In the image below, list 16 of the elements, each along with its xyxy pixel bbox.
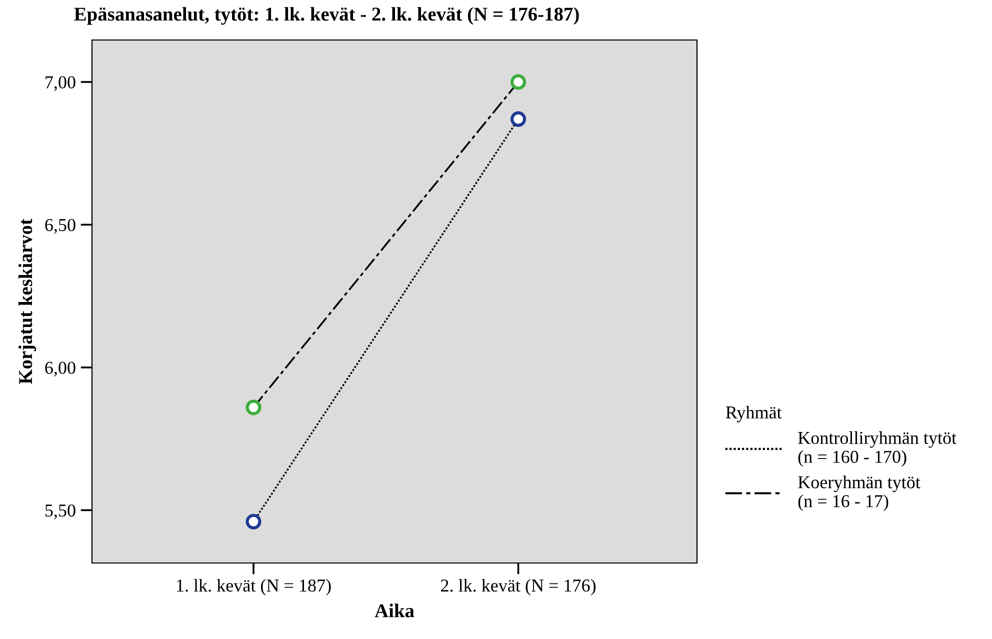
y-tick-label: 5,50 bbox=[45, 504, 76, 520]
x-tick-label: 2. lk. kevät (N = 176) bbox=[441, 578, 596, 596]
point bbox=[246, 400, 262, 416]
y-axis-title: Korjatut keskiarvot bbox=[18, 218, 36, 384]
point bbox=[246, 514, 262, 530]
legend-title: Ryhmät bbox=[726, 406, 782, 422]
y-tick-label: 7,00 bbox=[46, 76, 76, 92]
legend-label: Kontrolliryhmän tytöt (n = 160 - 170) bbox=[798, 431, 956, 467]
x-tick-label: 1. lk. kevät (N = 187) bbox=[177, 578, 331, 596]
y-tick-label: 6,50 bbox=[45, 218, 76, 234]
y-tick-label: 6,00 bbox=[45, 362, 76, 376]
point bbox=[510, 74, 526, 90]
legend-label: Koeryhmän tytöt (n = 16 - 17) bbox=[798, 476, 920, 511]
chart-title: Epäsanasanelut, tytöt: 1. lk. kevät - 2. lk. kevät (N = 176-187) bbox=[74, 7, 579, 25]
x-axis-title: Aika bbox=[374, 604, 414, 618]
point bbox=[510, 111, 526, 127]
